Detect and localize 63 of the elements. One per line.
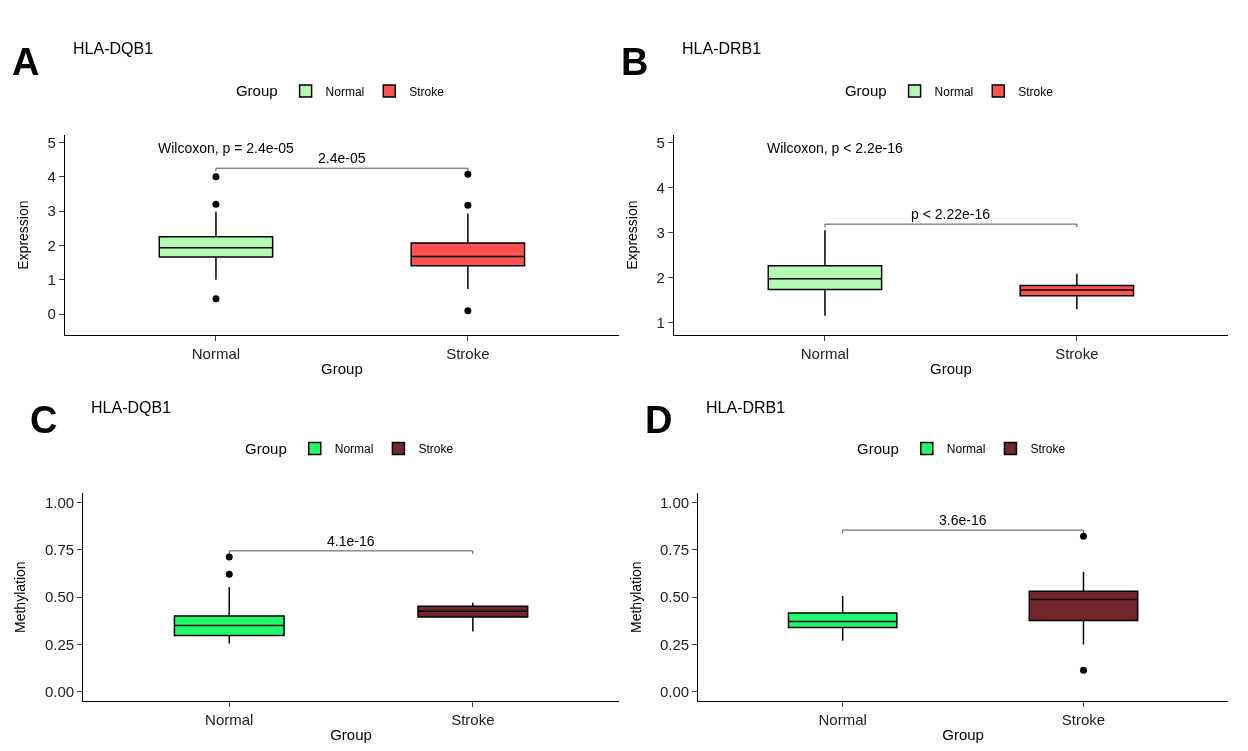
y-axis-title: Methylation — [12, 561, 29, 633]
legend-label: Normal — [325, 84, 365, 99]
y-tick-label: 1 — [656, 313, 665, 331]
chart-title: HLA-DQB1 — [73, 40, 154, 57]
y-tick-label: 0.50 — [44, 588, 75, 606]
annotation: 2.4e-05 — [318, 150, 366, 166]
y-tick-label: 1.00 — [659, 493, 690, 511]
legend-label: Stroke — [1018, 84, 1054, 99]
x-tick-label: Normal — [191, 345, 241, 363]
annotation: 4.1e-16 — [327, 533, 375, 549]
x-axis-title: Group — [942, 726, 984, 744]
annotation: Wilcoxon, p = 2.4e-05 — [158, 140, 295, 156]
y-axis-title: Expression — [15, 200, 32, 270]
y-tick-label: 2 — [656, 268, 665, 286]
y-tick-label: 0.25 — [44, 635, 75, 653]
y-tick-label: 0 — [47, 305, 56, 323]
annotation: Wilcoxon, p < 2.2e-16 — [767, 140, 904, 156]
legend-label: Normal — [946, 442, 986, 457]
text: C — [30, 399, 58, 441]
x-tick-label: Stroke — [446, 345, 490, 363]
x-tick-label: Normal — [818, 711, 867, 729]
text: B — [621, 41, 649, 83]
y-axis-title: Expression — [624, 200, 641, 270]
legend-title: Group — [235, 82, 278, 100]
y-tick-label: 0.75 — [44, 541, 75, 559]
text: A — [12, 41, 40, 83]
x-axis-title: Group — [321, 360, 363, 378]
legend-title: Group — [844, 82, 887, 100]
x-axis-title: Group — [330, 726, 372, 744]
chart-title: HLA-DRB1 — [706, 399, 786, 416]
x-tick-label: Normal — [205, 711, 254, 729]
y-axis-title: Methylation — [627, 561, 644, 633]
y-tick-label: 0.50 — [659, 588, 690, 606]
legend-label: Normal — [334, 442, 374, 457]
x-tick-label: Stroke — [1061, 711, 1106, 729]
y-tick-label: 0.00 — [44, 682, 75, 700]
y-tick-label: 4 — [47, 167, 56, 185]
legend-title: Group — [857, 439, 899, 457]
y-tick-label: 1 — [47, 271, 56, 289]
x-tick-label: Stroke — [451, 711, 495, 729]
legend-title: Group — [245, 439, 287, 457]
y-tick-label: 0.75 — [659, 541, 690, 559]
y-tick-label: 5 — [656, 133, 665, 151]
y-tick-label: 5 — [47, 133, 56, 151]
x-tick-label: Normal — [800, 345, 850, 363]
chart-title: HLA-DQB1 — [91, 399, 172, 416]
legend-label: Stroke — [418, 442, 454, 457]
chart-title: HLA-DRB1 — [682, 40, 762, 57]
y-tick-label: 4 — [656, 178, 665, 196]
y-tick-label: 1.00 — [44, 493, 75, 511]
annotation: p < 2.22e-16 — [911, 206, 991, 222]
y-tick-label: 2 — [47, 236, 56, 254]
legend-label: Normal — [934, 84, 974, 99]
y-tick-label: 3 — [656, 223, 665, 241]
annotation: 3.6e-16 — [939, 512, 987, 528]
legend-label: Stroke — [409, 84, 445, 99]
legend-label: Stroke — [1030, 442, 1066, 457]
y-tick-label: 3 — [47, 202, 56, 220]
x-tick-label: Stroke — [1055, 345, 1099, 363]
x-axis-title: Group — [930, 360, 972, 378]
y-tick-label: 0.25 — [659, 635, 690, 653]
y-tick-label: 0.00 — [659, 682, 690, 700]
text: D — [645, 399, 673, 441]
